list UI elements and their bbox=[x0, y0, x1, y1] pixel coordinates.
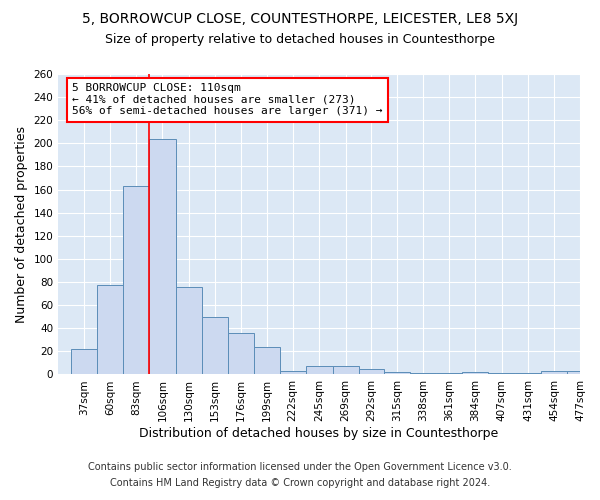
Text: 5, BORROWCUP CLOSE, COUNTESTHORPE, LEICESTER, LE8 5XJ: 5, BORROWCUP CLOSE, COUNTESTHORPE, LEICE… bbox=[82, 12, 518, 26]
Bar bbox=[123, 186, 149, 374]
Bar bbox=[280, 371, 305, 374]
Text: Contains public sector information licensed under the Open Government Licence v3: Contains public sector information licen… bbox=[88, 462, 512, 472]
Bar bbox=[254, 346, 280, 374]
Text: Size of property relative to detached houses in Countesthorpe: Size of property relative to detached ho… bbox=[105, 32, 495, 46]
Bar bbox=[462, 372, 488, 374]
Y-axis label: Number of detached properties: Number of detached properties bbox=[15, 126, 28, 322]
Bar bbox=[228, 333, 254, 374]
Bar bbox=[332, 366, 359, 374]
Bar bbox=[202, 316, 228, 374]
Bar bbox=[176, 286, 202, 374]
Text: Contains HM Land Registry data © Crown copyright and database right 2024.: Contains HM Land Registry data © Crown c… bbox=[110, 478, 490, 488]
X-axis label: Distribution of detached houses by size in Countesthorpe: Distribution of detached houses by size … bbox=[139, 427, 499, 440]
Bar bbox=[359, 368, 385, 374]
Bar bbox=[97, 286, 123, 374]
Bar bbox=[305, 366, 332, 374]
Text: 5 BORROWCUP CLOSE: 110sqm
← 41% of detached houses are smaller (273)
56% of semi: 5 BORROWCUP CLOSE: 110sqm ← 41% of detac… bbox=[72, 83, 383, 116]
Bar bbox=[71, 349, 97, 374]
Bar bbox=[149, 138, 176, 374]
Bar bbox=[385, 372, 410, 374]
Bar bbox=[567, 371, 593, 374]
Bar bbox=[541, 371, 567, 374]
